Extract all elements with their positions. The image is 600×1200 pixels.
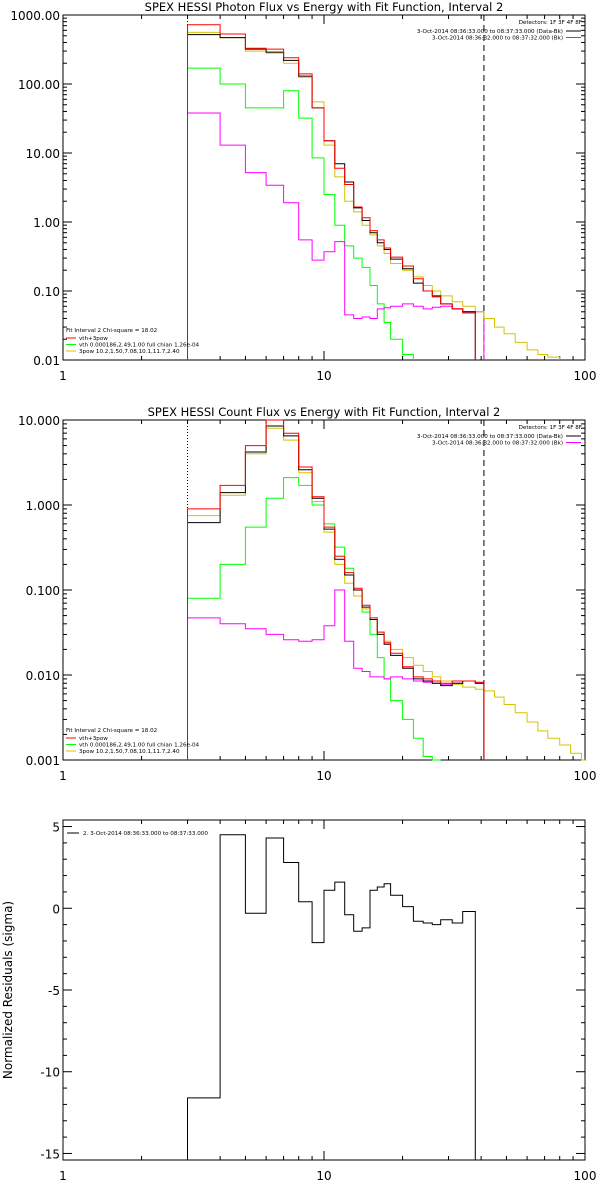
x-tick-label: 10 xyxy=(316,1169,331,1183)
y-tick-label: 10.00 xyxy=(26,147,60,161)
series-data-line xyxy=(187,34,476,360)
y-tick-label: -10 xyxy=(40,1066,60,1080)
y-tick-label: 1.000 xyxy=(26,499,60,513)
y-tick-label: 10.000 xyxy=(18,414,60,428)
legend-left-label: vth 0.000186,2.49,1.00 full chian 1.26e-… xyxy=(79,343,200,349)
chart-title: SPEX HESSI Count Flux vs Energy with Fit… xyxy=(148,405,501,419)
x-tick-label: 1 xyxy=(59,369,67,383)
photon-flux-panel: SPEX HESSI Photon Flux vs Energy with Fi… xyxy=(10,0,596,383)
y-tick-label: 5 xyxy=(52,821,60,835)
series-data-line xyxy=(187,425,485,760)
legend-left-label: 3pow 10.2,1.50,7.08,10.1,11.7,2.40 xyxy=(79,349,180,355)
series-pow-line xyxy=(187,427,585,761)
legend-right-label: 3-Oct-2014 08:36:32.000 to 08:37:32.000 … xyxy=(432,441,563,447)
x-tick-label: 1 xyxy=(59,769,67,783)
series-bk-line xyxy=(187,112,485,360)
plot-frame xyxy=(62,819,586,1161)
series-bk-line xyxy=(187,589,485,760)
y-tick-label: 0.01 xyxy=(33,354,60,368)
y-tick-label: 1.00 xyxy=(33,216,60,230)
legend-left-label: vth+3pow xyxy=(79,336,108,342)
legend-left-label: vth+3pow xyxy=(79,736,108,742)
series-vth-line xyxy=(187,477,441,761)
y-tick-label: 100.00 xyxy=(18,78,60,92)
legend-right-label: 3-Oct-2014 08:36:32.000 to 08:37:32.000 … xyxy=(432,36,563,42)
legend-detectors: Detectors: 1F 3F 4F 8F xyxy=(519,425,582,431)
x-tick-label: 1 xyxy=(59,1169,67,1183)
y-tick-label: 0.10 xyxy=(33,285,60,299)
x-tick-label: 10 xyxy=(316,769,331,783)
y-tick-label: -5 xyxy=(48,984,60,998)
residuals-panel: 1 10 100 -15 -10 -5 0 5 Normalized Residuals (si… xyxy=(1,819,597,1183)
legend-right-label: 3-Oct-2014 08:36:33.000 to 08:37:33.000 … xyxy=(417,29,563,35)
y-tick-label: 0.001 xyxy=(26,754,60,768)
legend-detectors: Detectors: 1F 3F 4F 8F xyxy=(519,20,582,26)
legend-fit-header: Fit Interval 2 Chi-square = 18.02 xyxy=(66,728,157,734)
x-tick-label: 10 xyxy=(316,369,331,383)
legend-fit-header: Fit Interval 2 Chi-square = 18.02 xyxy=(66,328,157,334)
count-flux-panel: SPEX HESSI Count Flux vs Energy with Fit… xyxy=(18,405,596,783)
y-tick-label: -15 xyxy=(40,1147,60,1161)
plot-frame xyxy=(62,419,586,761)
series-total-line xyxy=(187,419,485,760)
y-tick-label: 0 xyxy=(52,902,60,916)
y-tick-label: 1000.00 xyxy=(10,9,60,23)
y-axis-label: Normalized Residuals (sigma) xyxy=(1,901,15,1079)
legend-left-label: vth 0.000186,2.49,1.00 full chian 1.26e-… xyxy=(79,743,200,749)
y-tick-label: 0.100 xyxy=(26,584,60,598)
series-pow-line xyxy=(187,31,561,360)
x-tick-label: 100 xyxy=(574,369,597,383)
legend-label: 2. 3-Oct-2014 08:36:33.000 to 08:37:33.0… xyxy=(83,831,208,837)
legend-left-label: 3pow 10.2,1.50,7.08,10.1,11.7,2.40 xyxy=(79,749,180,755)
series-vth-line xyxy=(187,67,414,360)
chart-title: SPEX HESSI Photon Flux vs Energy with Fi… xyxy=(145,0,504,14)
x-tick-label: 100 xyxy=(574,1169,597,1183)
series-total-line xyxy=(187,24,476,360)
x-tick-label: 100 xyxy=(574,769,597,783)
y-tick-label: 0.010 xyxy=(26,669,60,683)
series-resid-line xyxy=(187,834,476,1160)
legend-right-label: 3-Oct-2014 08:36:33.000 to 08:37:33.000 … xyxy=(417,434,563,440)
